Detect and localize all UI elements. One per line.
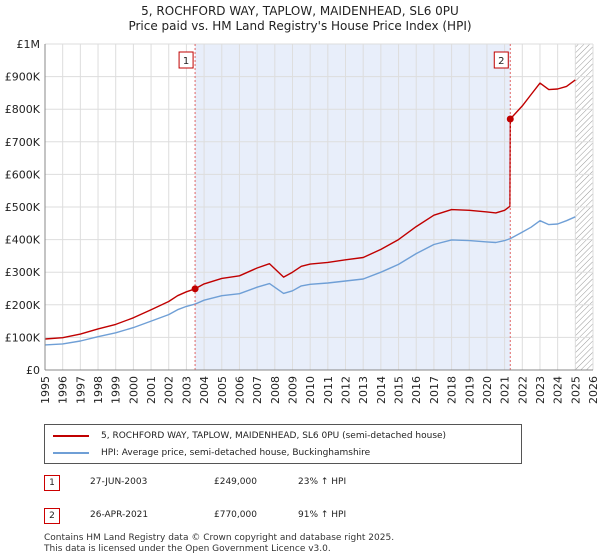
x-tick-label: 2011 [322, 376, 335, 404]
transaction-row-1: 1 27-JUN-2003 £249,000 23% ↑ HPI [44, 475, 444, 493]
transaction-hpi-2: 91% ↑ HPI [298, 510, 347, 520]
sale-2-badge-label: 2 [498, 56, 504, 67]
transaction-date-2: 26-APR-2021 [90, 510, 149, 520]
transaction-badge-2: 2 [44, 508, 60, 524]
x-tick-label: 2025 [569, 376, 582, 404]
chart-legend: 5, ROCHFORD WAY, TAPLOW, MAIDENHEAD, SL6… [44, 424, 522, 464]
x-tick-label: 2003 [180, 376, 193, 404]
y-tick-label: £200K [5, 299, 41, 312]
x-tick-label: 2023 [534, 376, 547, 404]
y-tick-label: £400K [5, 234, 41, 247]
x-tick-label: 2009 [286, 376, 299, 404]
x-tick-label: 2026 [587, 376, 600, 404]
legend-label-property: 5, ROCHFORD WAY, TAPLOW, MAIDENHEAD, SL6… [101, 431, 447, 441]
y-tick-label: £600K [5, 168, 41, 181]
sale-1-point [191, 285, 199, 293]
x-tick-label: 1999 [110, 376, 123, 404]
y-tick-label: £500K [5, 201, 41, 214]
y-tick-label: £100K [5, 331, 41, 344]
sale-1-badge-label: 1 [183, 56, 189, 67]
x-tick-label: 2005 [216, 376, 229, 404]
x-tick-label: 2002 [163, 376, 176, 404]
x-tick-label: 2018 [446, 376, 459, 404]
x-tick-label: 2012 [340, 376, 353, 404]
chart-title: 5, ROCHFORD WAY, TAPLOW, MAIDENHEAD, SL6… [141, 4, 459, 18]
chart-subtitle: Price paid vs. HM Land Registry's House … [128, 19, 472, 33]
x-tick-label: 2024 [552, 376, 565, 404]
y-tick-label: £800K [5, 103, 41, 116]
sale-1-badge [178, 51, 194, 69]
x-tick-label: 2010 [304, 376, 317, 404]
x-tick-label: 2017 [428, 376, 441, 404]
transaction-date-1: 27-JUN-2003 [90, 477, 148, 487]
x-tick-label: 2008 [269, 376, 282, 404]
y-tick-label: £900K [5, 71, 41, 84]
x-tick-label: 1995 [39, 376, 52, 404]
y-tick-label: £0 [26, 364, 40, 377]
y-tick-label: £1M [17, 38, 41, 51]
x-tick-label: 2007 [251, 376, 264, 404]
price-chart: 1 2 £0 £100K £200K £300K £400K £500K £600K £700K… [5, 38, 600, 404]
transaction-hpi-1: 23% ↑ HPI [298, 477, 347, 487]
transaction-price-1: £249,000 [214, 477, 257, 487]
x-tick-label: 2001 [145, 376, 158, 404]
legend-label-hpi: HPI: Average price, semi-detached house,… [101, 448, 371, 458]
x-tick-label: 2013 [357, 376, 370, 404]
transaction-price-2: £770,000 [214, 510, 257, 520]
x-tick-label: 2015 [393, 376, 406, 404]
x-tick-label: 2021 [499, 376, 512, 404]
x-tick-label: 2004 [198, 376, 211, 404]
x-tick-label: 2000 [127, 376, 140, 404]
footer-copyright: Contains HM Land Registry data © Crown c… [44, 533, 395, 543]
legend-swatch-property [53, 435, 89, 437]
hpi-line [44, 216, 576, 346]
sale-2-point [506, 115, 514, 123]
x-tick-label: 2022 [516, 376, 529, 404]
x-tick-label: 1997 [74, 376, 87, 404]
legend-swatch-hpi [53, 452, 89, 454]
sale-2-badge [493, 51, 509, 69]
x-tick-label: 2019 [463, 376, 476, 404]
x-tick-label: 2016 [410, 376, 423, 404]
footer-licence: This data is licensed under the Open Gov… [44, 544, 331, 554]
x-tick-label: 2006 [233, 376, 246, 404]
x-tick-label: 2014 [375, 376, 388, 404]
transaction-badge-1: 1 [44, 475, 60, 491]
transaction-row-2: 2 26-APR-2021 £770,000 91% ↑ HPI [44, 508, 444, 526]
legend-item-property: 5, ROCHFORD WAY, TAPLOW, MAIDENHEAD, SL6… [53, 428, 446, 444]
y-tick-label: £300K [5, 266, 41, 279]
x-tick-label: 1996 [57, 376, 70, 404]
x-tick-label: 2020 [481, 376, 494, 404]
y-tick-label: £700K [5, 136, 41, 149]
x-tick-label: 1998 [92, 376, 105, 404]
legend-item-hpi: HPI: Average price, semi-detached house,… [53, 445, 370, 461]
